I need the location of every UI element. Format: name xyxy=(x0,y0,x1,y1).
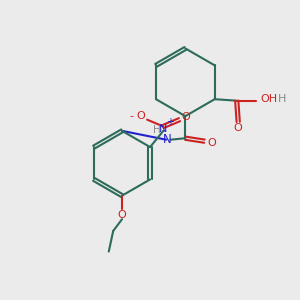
Text: -: - xyxy=(130,111,134,121)
Text: +: + xyxy=(166,117,174,127)
Text: O: O xyxy=(136,111,145,121)
Text: N: N xyxy=(159,124,167,134)
Text: O: O xyxy=(234,123,243,133)
Text: OH: OH xyxy=(261,94,278,104)
Text: N: N xyxy=(163,133,172,146)
Text: H: H xyxy=(278,94,286,104)
Text: H: H xyxy=(153,125,160,135)
Text: O: O xyxy=(181,112,190,122)
Text: O: O xyxy=(208,138,216,148)
Text: O: O xyxy=(118,210,126,220)
